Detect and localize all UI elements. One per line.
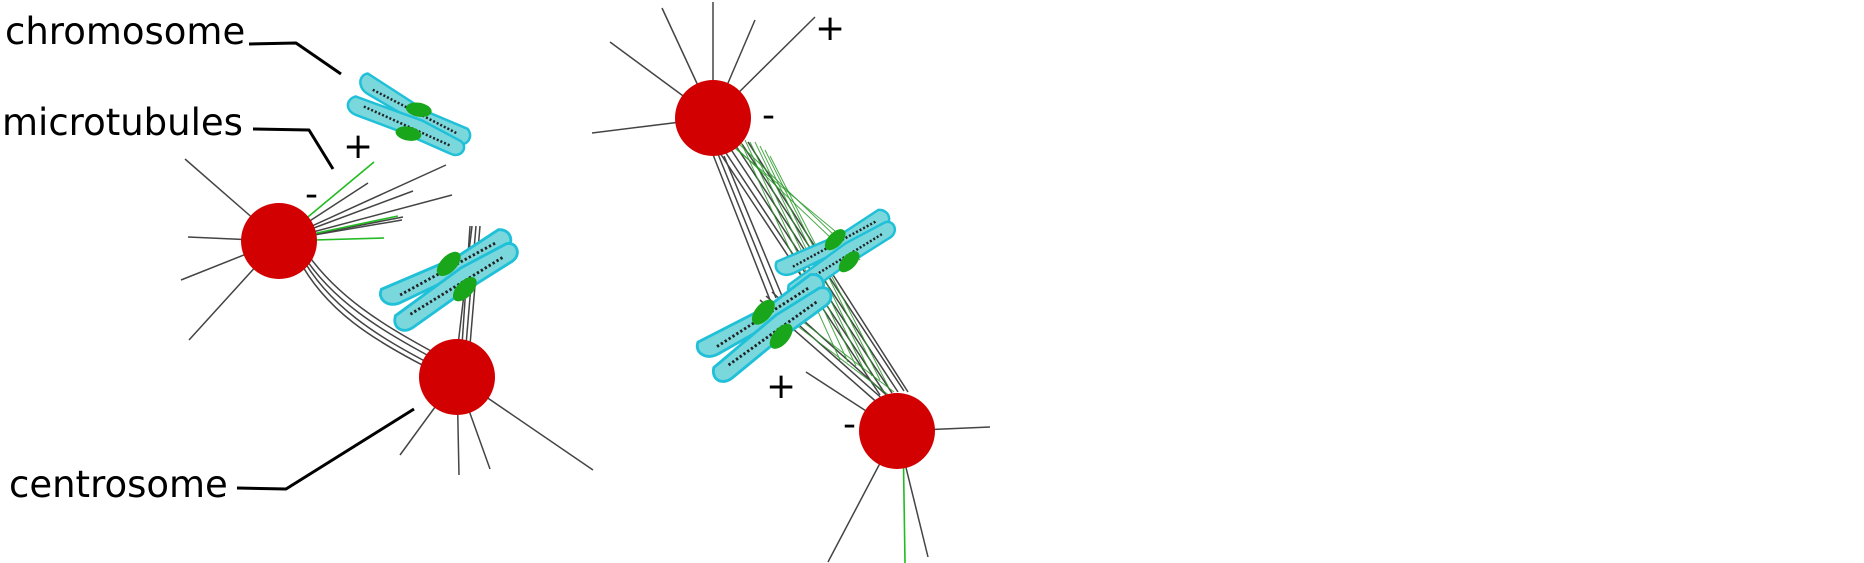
label-chromosome: chromosome bbox=[5, 10, 245, 53]
plus-sign-left: + bbox=[343, 126, 373, 167]
leader-line-microtubules bbox=[253, 129, 333, 169]
leader-line-centrosome bbox=[237, 409, 414, 489]
minus-sign-left: - bbox=[305, 174, 318, 215]
plus-sign-lower-right: + bbox=[766, 366, 796, 407]
labels: chromosome microtubules centrosome bbox=[2, 10, 414, 506]
centrosome-lower-left bbox=[419, 339, 495, 415]
centrosome-lower-right bbox=[859, 393, 935, 469]
right-spindle: + - + - bbox=[592, 2, 990, 563]
plus-sign-upper-right: + bbox=[815, 8, 845, 49]
leader-line-chromosome bbox=[249, 43, 341, 74]
minus-sign-lower-right: - bbox=[843, 404, 856, 445]
chromosome-middle-left bbox=[376, 222, 528, 337]
centrosome-upper-right bbox=[675, 80, 751, 156]
label-microtubules: microtubules bbox=[2, 101, 243, 144]
minus-sign-upper-right: - bbox=[762, 95, 775, 136]
label-centrosome: centrosome bbox=[9, 463, 228, 506]
